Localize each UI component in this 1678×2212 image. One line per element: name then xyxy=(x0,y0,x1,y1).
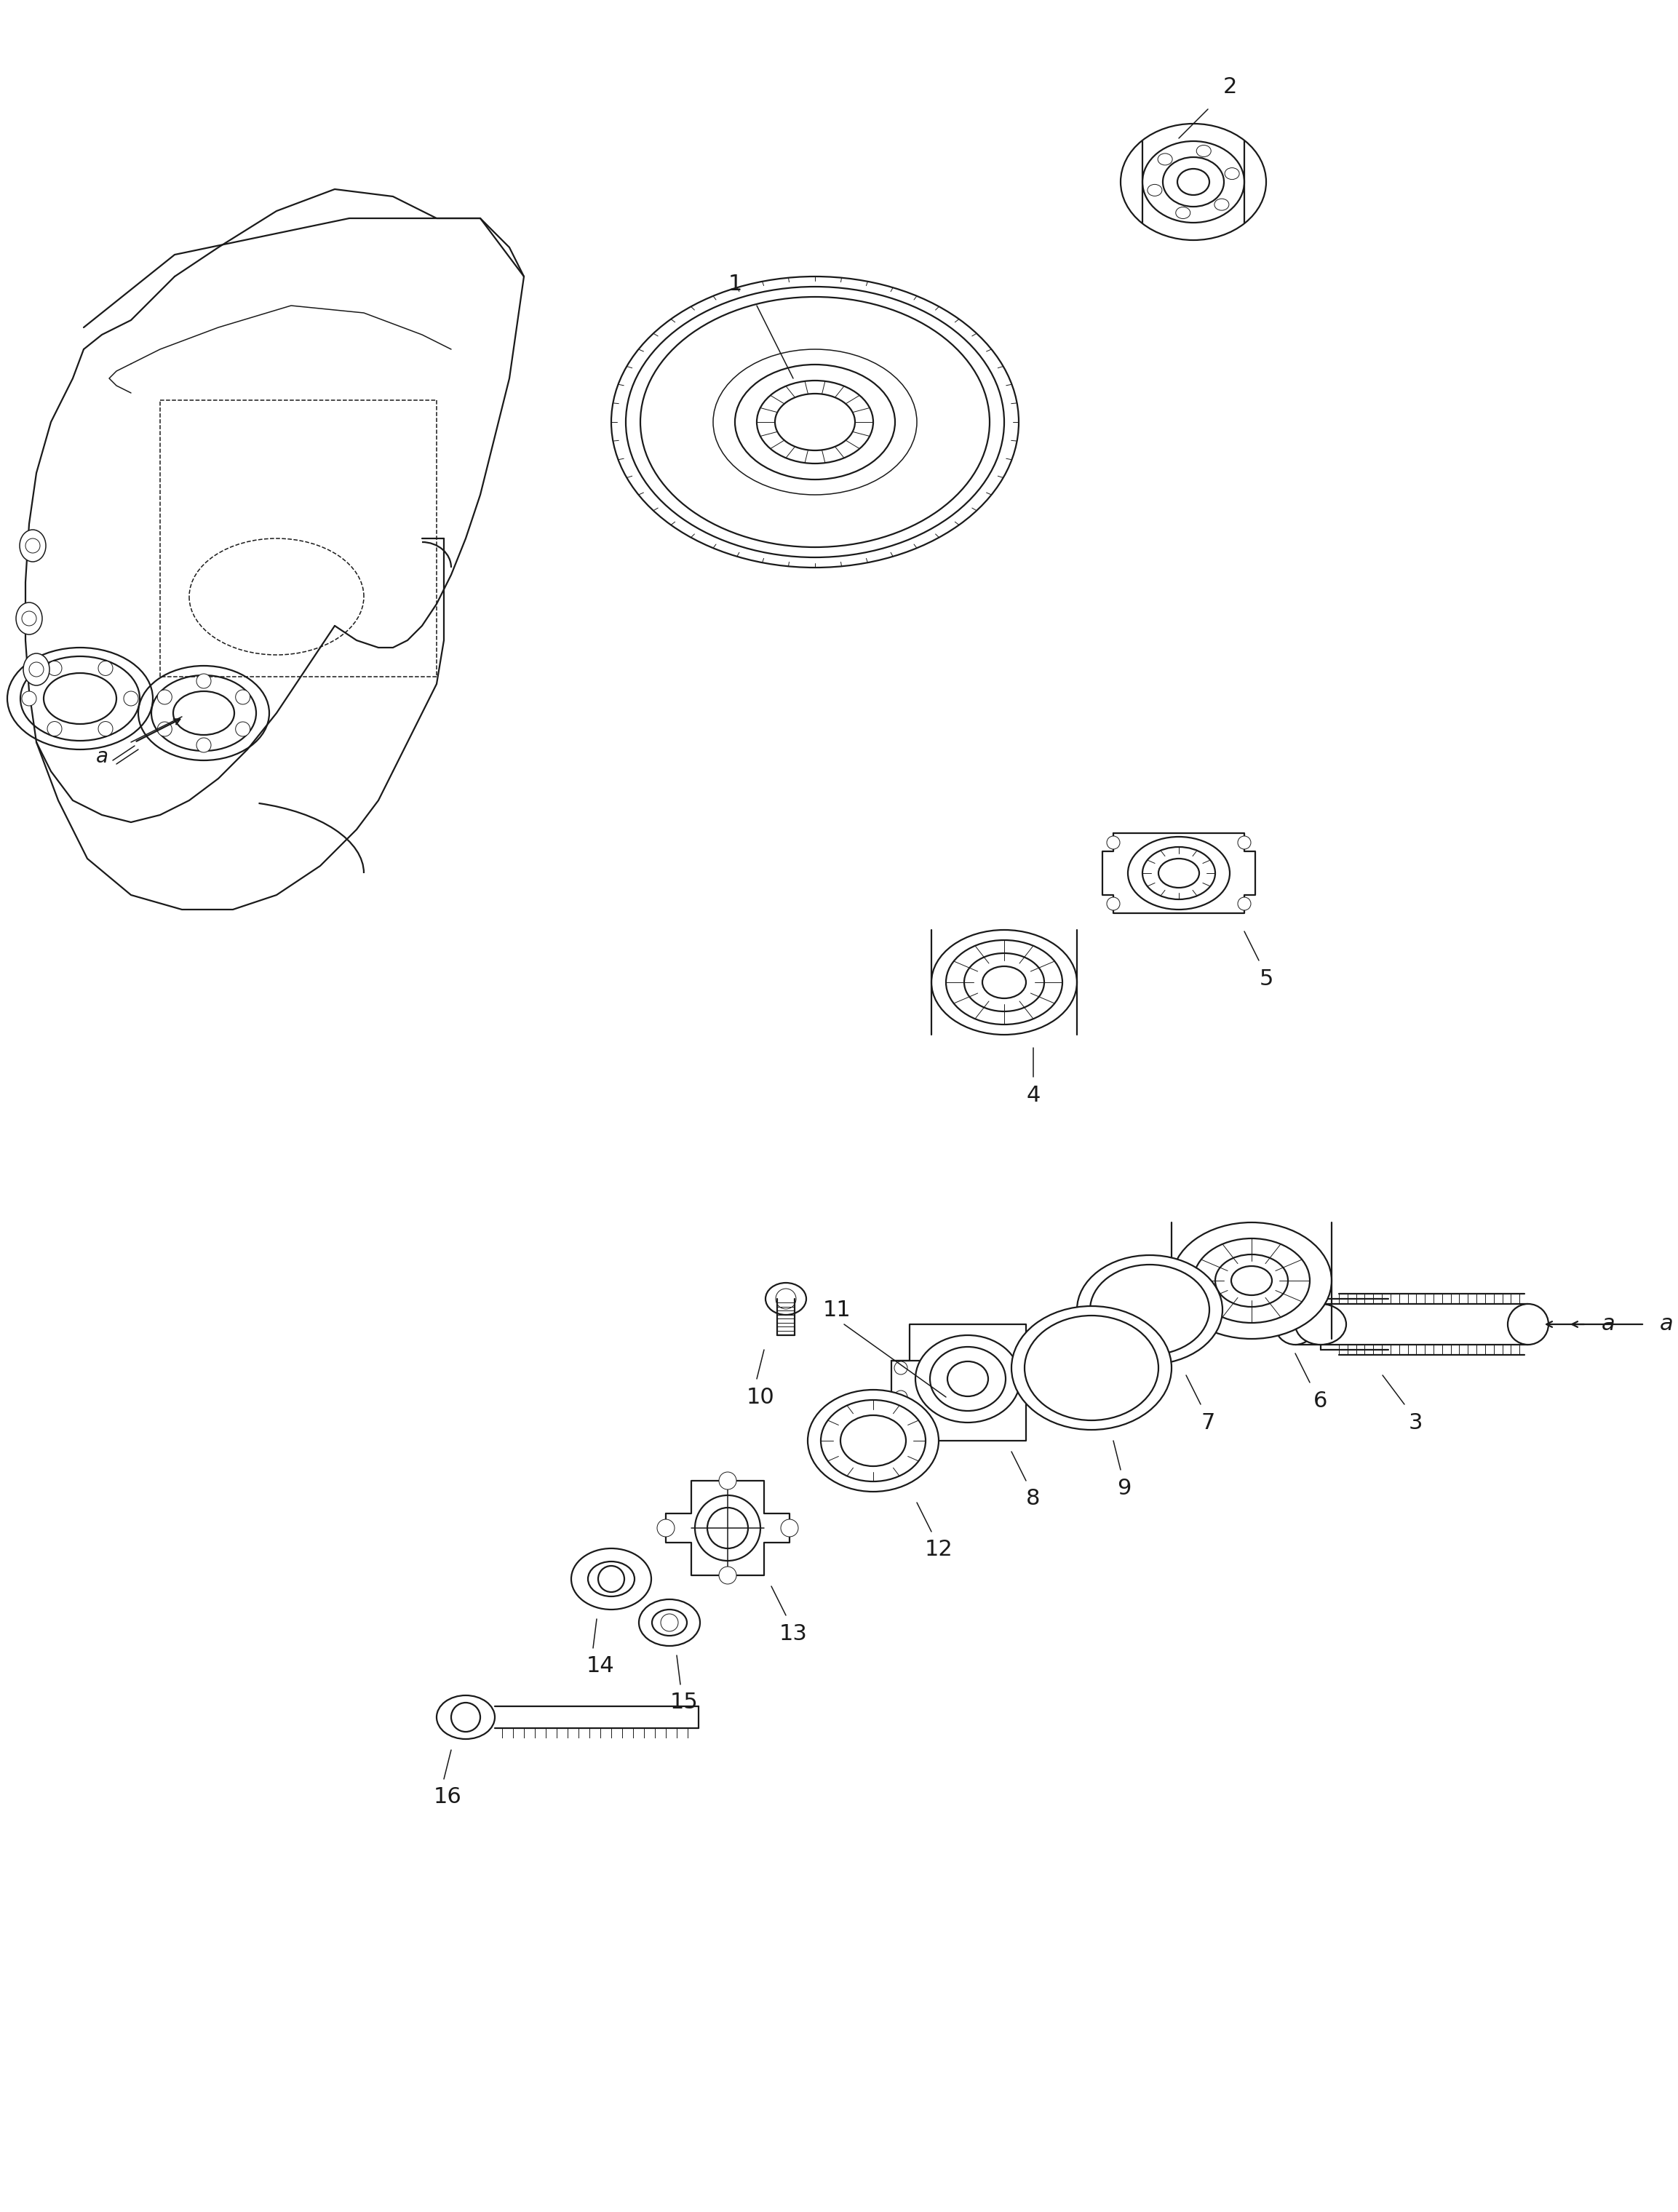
Circle shape xyxy=(894,1391,908,1405)
Text: 10: 10 xyxy=(747,1387,775,1407)
Ellipse shape xyxy=(173,690,235,734)
Ellipse shape xyxy=(1148,184,1161,197)
Ellipse shape xyxy=(757,380,873,465)
Ellipse shape xyxy=(47,721,62,737)
Ellipse shape xyxy=(99,721,112,737)
Text: 13: 13 xyxy=(779,1624,807,1644)
Text: 15: 15 xyxy=(670,1692,698,1714)
Ellipse shape xyxy=(1509,1303,1549,1345)
Text: 4: 4 xyxy=(1027,1084,1040,1106)
Circle shape xyxy=(451,1703,480,1732)
Circle shape xyxy=(775,1290,795,1310)
Ellipse shape xyxy=(1158,858,1200,887)
Ellipse shape xyxy=(765,1283,805,1314)
Ellipse shape xyxy=(931,929,1077,1035)
Ellipse shape xyxy=(1025,1316,1158,1420)
Ellipse shape xyxy=(99,661,112,675)
Ellipse shape xyxy=(695,1495,760,1562)
Ellipse shape xyxy=(1171,1223,1332,1338)
Ellipse shape xyxy=(22,692,37,706)
Circle shape xyxy=(25,538,40,553)
Ellipse shape xyxy=(982,967,1025,998)
Ellipse shape xyxy=(235,721,250,737)
Circle shape xyxy=(1238,836,1250,849)
Ellipse shape xyxy=(1178,168,1210,195)
Circle shape xyxy=(1107,898,1119,911)
Ellipse shape xyxy=(158,721,171,737)
Ellipse shape xyxy=(965,953,1044,1011)
Circle shape xyxy=(597,1566,624,1593)
Ellipse shape xyxy=(1215,1254,1289,1307)
Ellipse shape xyxy=(235,690,250,703)
Ellipse shape xyxy=(17,602,42,635)
Text: 1: 1 xyxy=(728,274,742,294)
Ellipse shape xyxy=(1158,153,1173,166)
Text: 14: 14 xyxy=(586,1657,614,1677)
Ellipse shape xyxy=(841,1416,906,1467)
Text: 2: 2 xyxy=(1223,77,1237,97)
Ellipse shape xyxy=(611,276,1019,568)
Ellipse shape xyxy=(1091,1265,1210,1354)
Ellipse shape xyxy=(1128,836,1230,909)
Ellipse shape xyxy=(571,1548,651,1610)
Circle shape xyxy=(718,1471,737,1489)
Ellipse shape xyxy=(1295,1303,1346,1345)
Ellipse shape xyxy=(47,661,62,675)
Ellipse shape xyxy=(20,529,45,562)
Ellipse shape xyxy=(916,1336,1020,1422)
Ellipse shape xyxy=(653,1610,686,1635)
Ellipse shape xyxy=(196,739,211,752)
Ellipse shape xyxy=(1176,208,1190,219)
Circle shape xyxy=(22,611,37,626)
Ellipse shape xyxy=(1232,1265,1272,1296)
Text: 3: 3 xyxy=(1408,1411,1423,1433)
Text: 8: 8 xyxy=(1027,1489,1040,1509)
Ellipse shape xyxy=(639,1599,700,1646)
Ellipse shape xyxy=(124,692,138,706)
Ellipse shape xyxy=(1275,1303,1316,1345)
Circle shape xyxy=(1029,1391,1042,1405)
Circle shape xyxy=(1107,836,1119,849)
Ellipse shape xyxy=(23,653,49,686)
Circle shape xyxy=(661,1615,678,1632)
Ellipse shape xyxy=(807,1389,938,1491)
Ellipse shape xyxy=(1121,124,1267,241)
Text: 12: 12 xyxy=(925,1540,953,1559)
Ellipse shape xyxy=(436,1694,495,1739)
Text: 11: 11 xyxy=(822,1298,851,1321)
Text: 6: 6 xyxy=(1314,1389,1327,1411)
Text: 5: 5 xyxy=(1258,969,1274,989)
Ellipse shape xyxy=(1077,1254,1223,1365)
Text: a: a xyxy=(1601,1314,1614,1334)
Circle shape xyxy=(1029,1360,1042,1374)
Circle shape xyxy=(718,1566,737,1584)
Text: a: a xyxy=(1660,1314,1673,1334)
Text: 9: 9 xyxy=(1118,1478,1131,1498)
Ellipse shape xyxy=(44,672,116,723)
Text: 16: 16 xyxy=(433,1787,461,1807)
Circle shape xyxy=(1238,898,1250,911)
Ellipse shape xyxy=(1012,1305,1171,1429)
Ellipse shape xyxy=(1215,199,1228,210)
Circle shape xyxy=(658,1520,675,1537)
Circle shape xyxy=(29,661,44,677)
Ellipse shape xyxy=(1196,146,1212,157)
Ellipse shape xyxy=(1225,168,1240,179)
Ellipse shape xyxy=(158,690,171,703)
Ellipse shape xyxy=(587,1562,634,1597)
Ellipse shape xyxy=(948,1360,988,1396)
Ellipse shape xyxy=(196,675,211,688)
Text: 7: 7 xyxy=(1201,1411,1215,1433)
Circle shape xyxy=(894,1360,908,1374)
Circle shape xyxy=(780,1520,799,1537)
Ellipse shape xyxy=(641,296,990,546)
Ellipse shape xyxy=(1163,157,1223,206)
Text: a: a xyxy=(96,748,107,768)
